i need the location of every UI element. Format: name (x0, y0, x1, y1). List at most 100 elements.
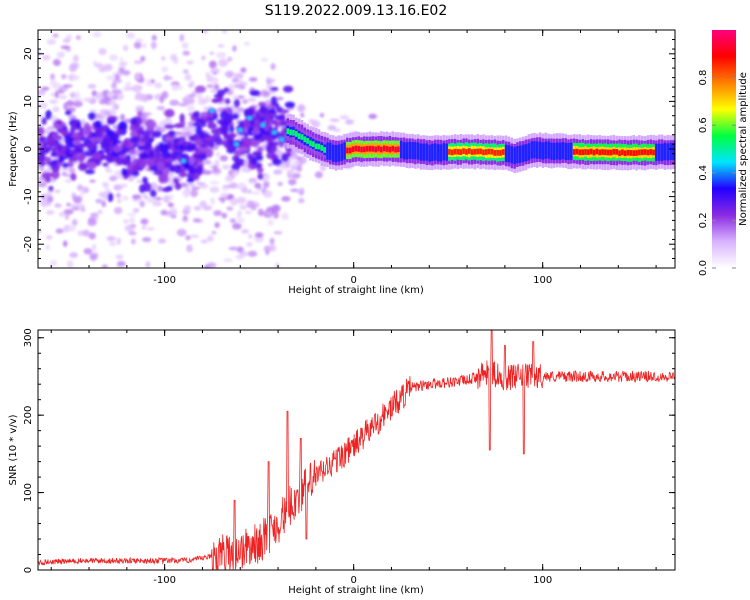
heatmap-cell (71, 218, 78, 227)
heatmap-cell (604, 149, 607, 156)
snr-y-axis-label: SNR (10 * v/v) (8, 414, 19, 485)
heatmap-cell (74, 147, 84, 154)
heatmap-cell (265, 143, 272, 152)
heatmap-cell (105, 165, 111, 171)
heatmap-cell (106, 119, 116, 125)
heatmap-cell (269, 86, 279, 92)
heatmap-cell (274, 114, 285, 121)
heatmap-cell (112, 78, 123, 84)
heatmap-cell (168, 194, 174, 201)
heatmap-cell (143, 142, 152, 151)
heatmap-cell (317, 143, 321, 150)
heatmap-cell (261, 91, 271, 98)
snr-panel: -100 0 100 0 100 200 300 Height of straight li… (8, 328, 676, 596)
heatmap-cell (115, 254, 124, 260)
heatmap-cell (72, 100, 83, 108)
heatmap-cell (547, 141, 550, 159)
heatmap-cell (92, 31, 102, 38)
heatmap-cell (136, 111, 143, 117)
heatmap-cell (371, 145, 375, 152)
heatmap-cell (56, 119, 63, 125)
heatmap-cell (205, 71, 210, 78)
x-tick-label: 100 (533, 575, 552, 586)
heatmap-cell (524, 144, 528, 162)
heatmap-cell (41, 86, 50, 91)
x-tick-label: 0 (350, 275, 356, 286)
heatmap-cell (345, 119, 354, 125)
heatmap-cell (63, 102, 68, 111)
heatmap-cell (210, 67, 221, 75)
heatmap-cell (482, 149, 485, 156)
heatmap-cell (246, 200, 255, 209)
heatmap-cell (130, 117, 138, 125)
heatmap-cell (589, 148, 593, 155)
heatmap-cell (331, 144, 335, 162)
heatmap-cell (343, 142, 346, 160)
heatmap-cell (135, 105, 145, 110)
heatmap-cell (170, 54, 178, 62)
heatmap-cell (123, 218, 129, 225)
heatmap-cell (69, 127, 75, 136)
heatmap-cell (550, 142, 553, 160)
heatmap-cell (95, 92, 104, 100)
heatmap-cell (152, 130, 162, 138)
heatmap-cell (183, 215, 188, 220)
heatmap-cell (199, 200, 207, 208)
heatmap-cell (129, 136, 140, 144)
heatmap-cell (45, 244, 50, 250)
heatmap-cell (298, 198, 305, 204)
heatmap-cell (273, 231, 283, 235)
heatmap-cell (581, 149, 584, 156)
heatmap-cell (470, 149, 474, 155)
heatmap-cell (161, 143, 170, 153)
heatmap-cell (595, 148, 599, 155)
heatmap-cell (453, 148, 457, 155)
heatmap-cell (209, 109, 215, 113)
y-tick-label: 10 (23, 95, 34, 108)
heatmap-cell (227, 132, 238, 138)
heatmap-cell (141, 42, 147, 49)
x-tick-label: 100 (533, 275, 552, 286)
heatmap-cell (490, 148, 494, 155)
heatmap-cell (283, 85, 294, 93)
colorbar: 0.0 0.2 0.4 0.6 0.8 Normalized spectral ampl… (698, 30, 749, 276)
heatmap-cell (365, 145, 369, 152)
heatmap-cell (329, 118, 340, 123)
heatmap-cell (224, 70, 235, 78)
heatmap-cell (238, 128, 243, 132)
heatmap-cell (68, 167, 76, 174)
heatmap-cell (120, 113, 125, 121)
heatmap-cell (281, 212, 289, 221)
heatmap-cell (116, 237, 122, 245)
heatmap-cell (51, 132, 59, 140)
heatmap-cell (58, 94, 68, 100)
heatmap-cell (241, 229, 250, 234)
heatmap-cell (66, 100, 74, 107)
heatmap-cell (122, 44, 129, 52)
heatmap-cell (247, 234, 253, 239)
heatmap-cell (137, 158, 147, 169)
heatmap-cell (192, 218, 201, 223)
x-tick-label: 0 (350, 575, 356, 586)
heatmap-cell (142, 237, 152, 243)
heatmap-cell (206, 149, 212, 158)
heatmap-cell (229, 125, 235, 133)
heatmap-cell (189, 80, 195, 87)
heatmap-cell (188, 155, 195, 166)
heatmap-cell (216, 89, 226, 96)
heatmap-cell (257, 208, 264, 217)
heatmap-cell (473, 148, 477, 155)
heatmap-cell (558, 142, 562, 160)
heatmap-cell (83, 150, 95, 157)
heatmap-cell (149, 189, 157, 198)
heatmap-cell (260, 123, 266, 127)
heatmap-cell (120, 70, 131, 75)
heatmap-cell (507, 145, 511, 163)
heatmap-cell (38, 229, 42, 234)
heatmap-cell (64, 178, 72, 184)
heatmap-cell (277, 181, 283, 186)
heatmap-cell (263, 180, 270, 189)
heatmap-cell (536, 141, 539, 159)
heatmap-cell (129, 217, 135, 224)
heatmap-cell (195, 85, 206, 93)
